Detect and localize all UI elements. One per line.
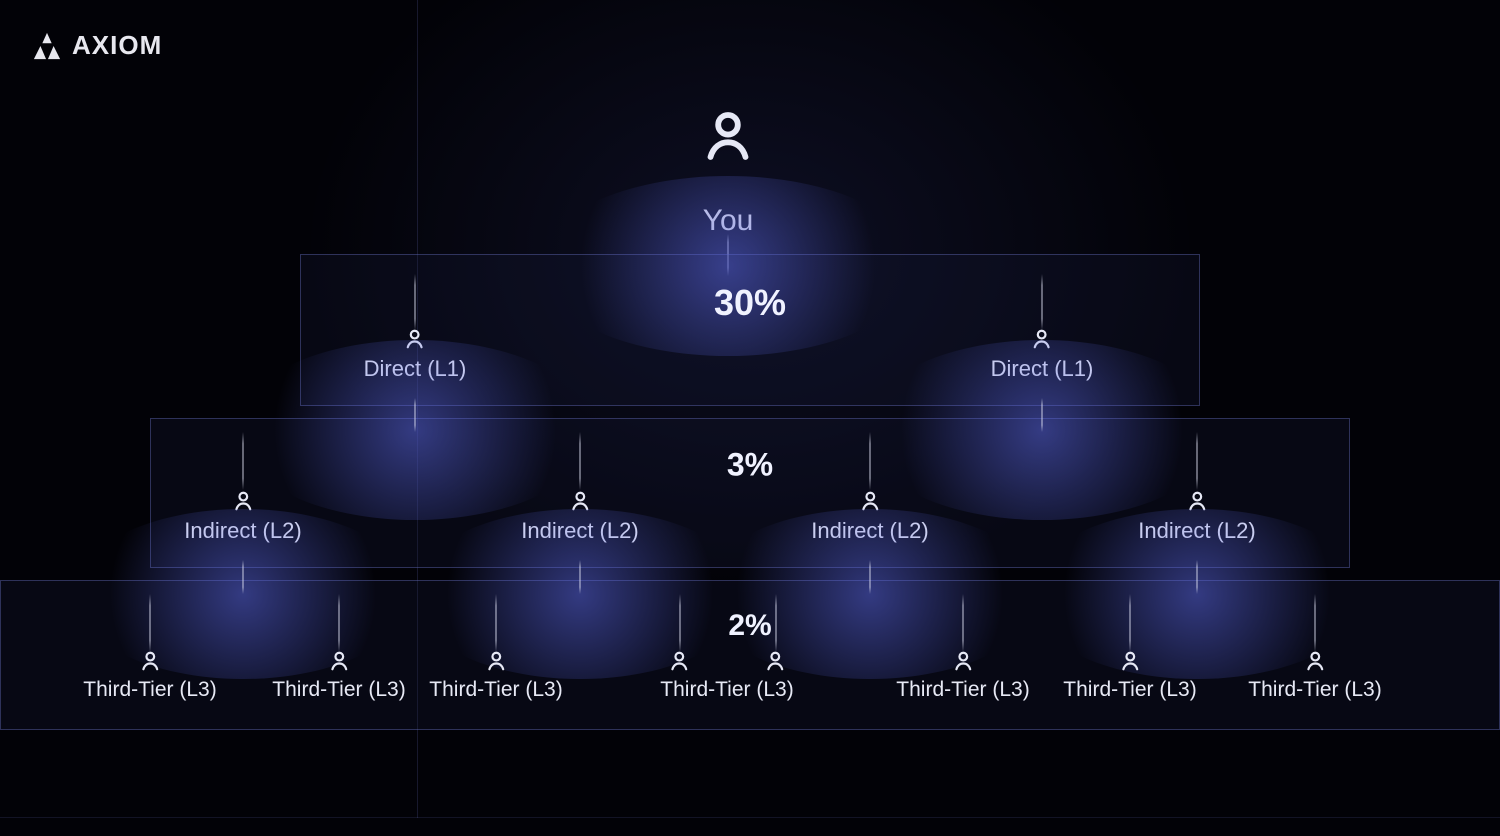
- person-icon: [232, 490, 254, 512]
- third-tier-l3-node: Third-Tier (L3): [1248, 650, 1381, 702]
- person-icon: [1119, 650, 1141, 672]
- connector-line: [1130, 594, 1131, 652]
- connector-line: [415, 398, 416, 432]
- indirect-l2-node: Indirect (L2): [184, 490, 301, 544]
- person-icon: [1031, 328, 1053, 350]
- tier-percentage: 3%: [727, 447, 773, 484]
- connector-line: [680, 594, 681, 652]
- connector-line: [1197, 432, 1198, 490]
- indirect-l2-node: Indirect (L2): [1138, 490, 1255, 544]
- tier-percentage: 30%: [714, 282, 786, 324]
- connector-line: [870, 560, 871, 594]
- direct-l1-node: Direct (L1): [364, 328, 467, 382]
- person-icon: [404, 328, 426, 350]
- connector-line: [1042, 274, 1043, 330]
- connector-line: [243, 432, 244, 490]
- connector-line: [1315, 594, 1316, 652]
- person-icon: [1186, 490, 1208, 512]
- node-label: Third-Tier (L3): [1063, 678, 1196, 702]
- node-label: Third-Tier (L3): [896, 678, 1029, 702]
- node-label: Indirect (L2): [811, 518, 928, 544]
- person-icon: [569, 490, 591, 512]
- root-person-icon: [700, 108, 756, 169]
- person-icon: [328, 650, 350, 672]
- connector-line: [339, 594, 340, 652]
- tier-percentage: 2%: [728, 609, 771, 643]
- referral-tree-diagram: You 30% Direct (L1) Direct (L1) 3% Indirec…: [0, 0, 1500, 836]
- person-icon: [485, 650, 507, 672]
- node-label: Direct (L1): [991, 356, 1094, 382]
- node-label: Third-Tier (L3): [1248, 678, 1381, 702]
- node-label: Indirect (L2): [521, 518, 638, 544]
- connector-line: [496, 594, 497, 652]
- connector-line: [150, 594, 151, 652]
- third-tier-l3-node: Third-Tier (L3): [272, 650, 405, 702]
- third-tier-l3-node: Third-Tier (L3): [660, 650, 793, 702]
- third-tier-l3-node: Third-Tier (L3): [896, 650, 1029, 702]
- connector-line: [963, 594, 964, 652]
- node-label: Indirect (L2): [1138, 518, 1255, 544]
- connector-line: [1197, 560, 1198, 594]
- node-label: Indirect (L2): [184, 518, 301, 544]
- person-icon: [952, 650, 974, 672]
- connector-line: [580, 560, 581, 594]
- connector-line: [776, 594, 777, 652]
- indirect-l2-node: Indirect (L2): [521, 490, 638, 544]
- direct-l1-node: Direct (L1): [991, 328, 1094, 382]
- connector-line: [580, 432, 581, 490]
- third-tier-l3-node: Third-Tier (L3): [1063, 650, 1196, 702]
- third-tier-l3-node: Third-Tier (L3): [429, 650, 562, 702]
- connector-line: [243, 560, 244, 594]
- person-icon: [139, 650, 161, 672]
- connector-line: [415, 274, 416, 330]
- root-label: You: [703, 204, 754, 238]
- person-icon: [859, 490, 881, 512]
- node-label: Third-Tier (L3): [429, 678, 562, 702]
- indirect-l2-node: Indirect (L2): [811, 490, 928, 544]
- person-icon: [1304, 650, 1326, 672]
- connector-line: [870, 432, 871, 490]
- node-label: Third-Tier (L3): [83, 678, 216, 702]
- node-label: Third-Tier (L3): [272, 678, 405, 702]
- connector-line: [1042, 398, 1043, 432]
- node-label: Third-Tier (L3): [660, 678, 793, 702]
- node-label: Direct (L1): [364, 356, 467, 382]
- person-icon: [668, 650, 786, 672]
- third-tier-l3-node: Third-Tier (L3): [83, 650, 216, 702]
